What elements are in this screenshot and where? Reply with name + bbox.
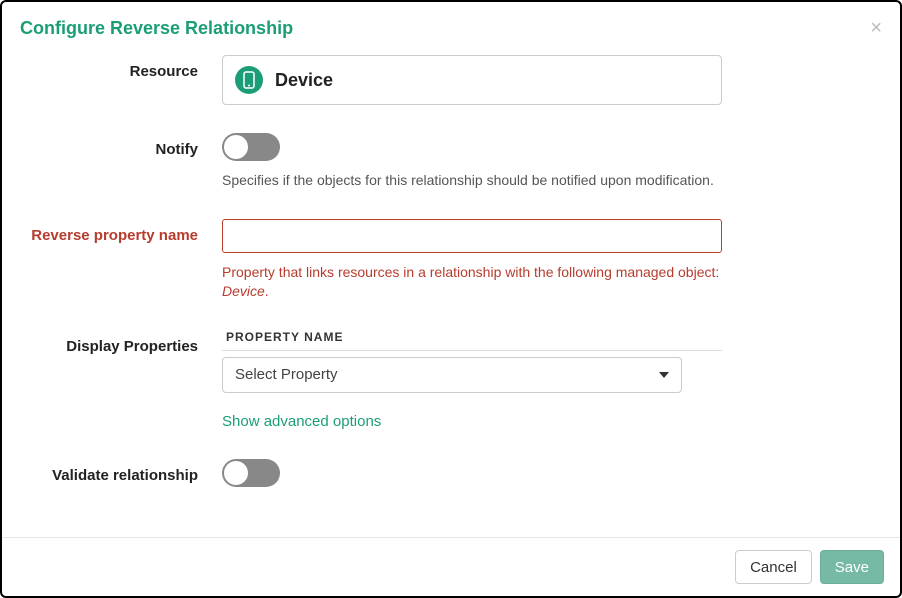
reverse-help-prefix: Property that links resources in a relat… [222, 264, 719, 280]
modal-header: Configure Reverse Relationship × [2, 2, 900, 47]
resource-name: Device [275, 70, 333, 91]
save-button[interactable]: Save [820, 550, 884, 584]
close-icon[interactable]: × [870, 18, 882, 38]
reverse-property-label: Reverse property name [22, 219, 222, 244]
display-properties-row: Display Properties Property Name Select … [22, 330, 880, 431]
reverse-help-suffix: . [265, 283, 269, 299]
property-select[interactable]: Select Property [222, 357, 682, 393]
modal-title: Configure Reverse Relationship [20, 18, 293, 39]
notify-label: Notify [22, 133, 222, 158]
resource-selector[interactable]: Device [222, 55, 722, 105]
modal-footer: Cancel Save [2, 537, 900, 596]
reverse-help-object: Device [222, 283, 265, 299]
configure-reverse-relationship-modal: Configure Reverse Relationship × Resourc… [0, 0, 902, 598]
device-icon [235, 66, 263, 94]
property-name-heading: Property Name [226, 330, 722, 344]
validate-row: Validate relationship [22, 459, 880, 487]
modal-body: Resource Device Notify [2, 47, 900, 537]
toggle-knob [224, 461, 248, 485]
cancel-button[interactable]: Cancel [735, 550, 812, 584]
resource-label: Resource [22, 55, 222, 80]
property-select-placeholder: Select Property [235, 366, 338, 383]
chevron-down-icon [659, 372, 669, 378]
resource-row: Resource Device [22, 55, 880, 105]
reverse-property-input[interactable] [222, 219, 722, 253]
show-advanced-link[interactable]: Show advanced options [222, 413, 381, 430]
reverse-property-row: Reverse property name Property that link… [22, 219, 880, 302]
display-properties-label: Display Properties [22, 330, 222, 355]
notify-help: Specifies if the objects for this relati… [222, 171, 722, 191]
notify-row: Notify Specifies if the objects for this… [22, 133, 880, 191]
property-select-wrap: Select Property [222, 350, 722, 393]
validate-toggle[interactable] [222, 459, 280, 487]
validate-label: Validate relationship [22, 459, 222, 484]
notify-toggle[interactable] [222, 133, 280, 161]
reverse-property-help: Property that links resources in a relat… [222, 263, 722, 302]
toggle-knob [224, 135, 248, 159]
